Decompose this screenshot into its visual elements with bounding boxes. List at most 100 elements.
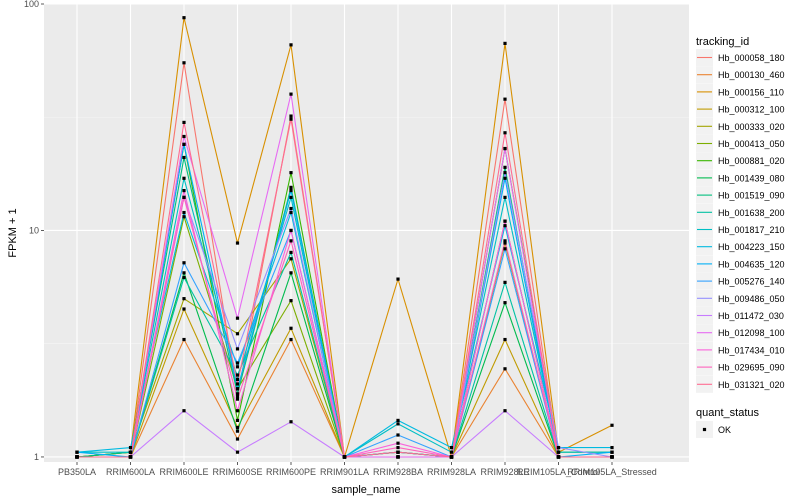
data-point bbox=[235, 365, 240, 369]
data-point bbox=[289, 188, 293, 193]
data-point bbox=[503, 224, 507, 228]
data-point bbox=[182, 271, 186, 275]
data-point bbox=[396, 422, 400, 426]
data-point bbox=[182, 409, 186, 413]
x-axis-title: sample_name bbox=[331, 484, 400, 496]
y-tick-label: 1 bbox=[34, 452, 39, 462]
legend-title: tracking_id bbox=[696, 36, 749, 48]
data-point bbox=[503, 337, 507, 342]
legend-label: Hb_000413_050 bbox=[718, 139, 785, 149]
y-tick-label: 10 bbox=[29, 225, 39, 235]
x-tick-label: RRIM105LA_Control bbox=[517, 467, 600, 477]
data-point bbox=[610, 445, 614, 450]
data-point bbox=[289, 257, 293, 261]
data-point bbox=[182, 134, 186, 139]
data-point bbox=[235, 377, 240, 382]
data-point bbox=[182, 188, 186, 193]
data-point bbox=[235, 397, 240, 401]
data-point bbox=[289, 117, 293, 121]
data-point bbox=[396, 441, 400, 445]
data-point bbox=[503, 171, 507, 175]
data-point bbox=[235, 387, 240, 391]
data-point bbox=[182, 195, 186, 199]
legend-label: Hb_029695_090 bbox=[718, 363, 785, 373]
data-point bbox=[289, 195, 293, 199]
x-tick-label: RRIM928LE bbox=[480, 467, 529, 477]
data-point bbox=[235, 316, 240, 320]
data-point bbox=[396, 418, 400, 423]
data-point bbox=[75, 450, 79, 454]
data-point bbox=[396, 455, 400, 459]
data-point bbox=[396, 277, 400, 281]
data-point bbox=[182, 337, 186, 342]
x-tick-label: RRIM600LE bbox=[159, 467, 208, 477]
data-point bbox=[182, 261, 186, 265]
legend-label: Hb_031321_020 bbox=[718, 380, 785, 390]
data-point bbox=[235, 429, 240, 433]
data-point bbox=[289, 210, 293, 215]
legend-label: Hb_000881_020 bbox=[718, 156, 785, 166]
data-point bbox=[289, 420, 293, 424]
data-point bbox=[235, 361, 240, 365]
data-point bbox=[289, 114, 293, 118]
legend-label: Hb_005276_140 bbox=[718, 277, 785, 287]
legend: tracking_id quant_status Hb_000058_180 Hb… bbox=[696, 36, 785, 438]
x-tick-label: RRIM600LA bbox=[106, 467, 155, 477]
shape-legend-marker bbox=[702, 427, 707, 432]
data-point bbox=[289, 43, 293, 47]
data-point bbox=[610, 423, 614, 427]
data-point bbox=[503, 367, 507, 371]
data-point bbox=[182, 297, 186, 301]
x-tick-label: RRIM600SE bbox=[212, 467, 262, 477]
data-point bbox=[235, 450, 240, 454]
data-point bbox=[449, 450, 454, 454]
data-point bbox=[182, 275, 186, 280]
shape-legend-label: OK bbox=[718, 425, 731, 435]
data-point bbox=[289, 337, 293, 342]
data-point bbox=[128, 450, 133, 454]
data-point bbox=[128, 455, 133, 459]
data-point bbox=[503, 241, 507, 245]
data-point bbox=[556, 455, 561, 459]
data-point bbox=[235, 437, 240, 441]
data-point bbox=[503, 41, 507, 45]
data-point bbox=[235, 241, 240, 245]
data-point bbox=[503, 280, 507, 284]
legend-label: Hb_000156_110 bbox=[718, 87, 784, 97]
data-point bbox=[449, 445, 454, 450]
shape-legend-title: quant_status bbox=[696, 407, 759, 419]
data-point bbox=[503, 97, 507, 101]
axes: 1 10 100 PB350LA RRIM600LA RRIM600LE RRIM600SE… bbox=[24, 0, 657, 477]
data-point bbox=[396, 445, 400, 450]
data-point bbox=[235, 373, 240, 377]
data-point bbox=[342, 455, 347, 459]
legend-label: Hb_004635_120 bbox=[718, 259, 785, 269]
data-point bbox=[182, 142, 186, 146]
legend-label: Hb_009486_050 bbox=[718, 294, 785, 304]
data-point bbox=[610, 455, 614, 459]
data-point bbox=[289, 92, 293, 96]
legend-label: Hb_011472_030 bbox=[718, 311, 784, 321]
data-point bbox=[289, 326, 293, 330]
legend-label: Hb_000058_180 bbox=[718, 53, 785, 63]
data-point bbox=[235, 382, 240, 386]
data-point bbox=[396, 433, 400, 437]
data-point bbox=[182, 215, 186, 219]
data-point bbox=[503, 131, 507, 135]
x-tick-label: RRIM928BA bbox=[373, 467, 423, 477]
data-point bbox=[182, 155, 186, 160]
data-point bbox=[235, 347, 240, 351]
data-point bbox=[289, 171, 293, 175]
data-point bbox=[235, 394, 240, 399]
legend-label: Hb_001439_080 bbox=[718, 173, 785, 183]
legend-label: Hb_000312_100 bbox=[718, 105, 785, 115]
x-tick-label: RRIM105LA_Stressed bbox=[567, 467, 657, 477]
data-point bbox=[182, 120, 186, 125]
legend-label: Hb_001638_200 bbox=[718, 208, 785, 218]
legend-label: Hb_017434_010 bbox=[718, 345, 785, 355]
data-point bbox=[75, 455, 79, 459]
data-point bbox=[503, 165, 507, 169]
data-point bbox=[503, 301, 507, 305]
data-point bbox=[503, 247, 507, 251]
